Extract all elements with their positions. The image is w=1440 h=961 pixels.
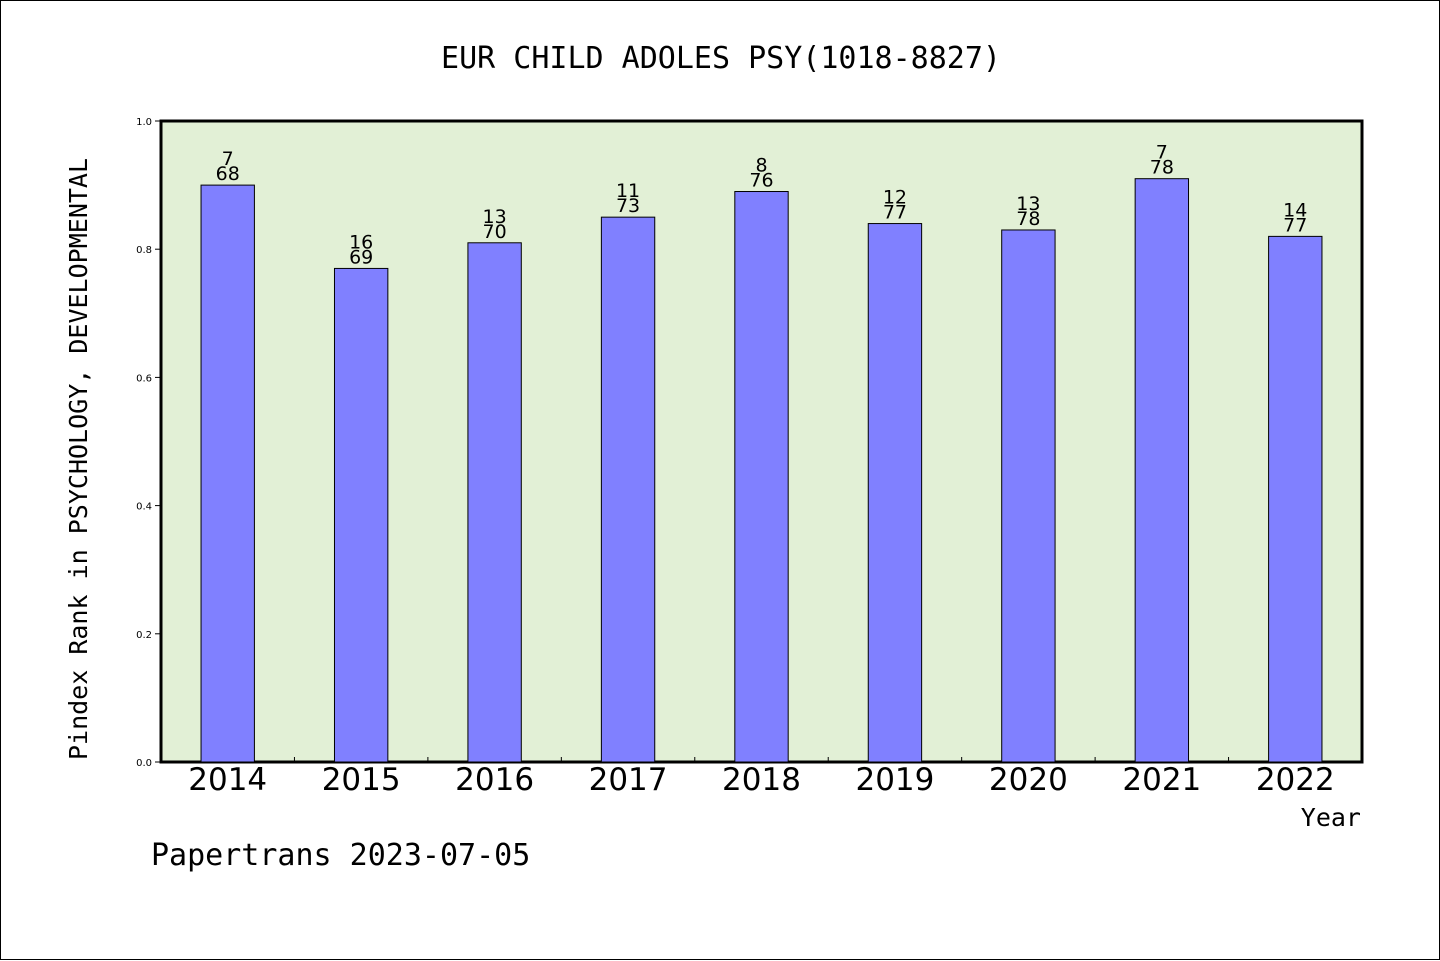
bars-group <box>200 178 1323 763</box>
bar-rank-label-2022: 14 <box>1283 199 1307 221</box>
chart-title: EUR CHILD ADOLES PSY(1018-8827) <box>441 41 1001 76</box>
bar-count-label-2022: 77 <box>1283 214 1307 236</box>
bar-2015 <box>333 267 389 763</box>
y-tick-label: 1.0 <box>136 117 152 128</box>
bar-2018 <box>734 191 789 763</box>
y-axis: 0.0 0.2 0.4 0.6 0.8 1.0 <box>136 117 161 769</box>
bar-count-label-2017: 73 <box>616 195 640 217</box>
y-axis-label: Pindex Rank in PSYCHOLOGY, DEVELOPMENTAL <box>64 158 93 760</box>
bar-count-label-2019: 77 <box>883 202 907 224</box>
bar-rank-label-2014: 7 <box>222 148 234 170</box>
bar-2020 <box>1001 229 1056 763</box>
bar-rank-label-2016: 13 <box>483 206 507 228</box>
y-tick-label: 0.4 <box>136 502 152 513</box>
bar-2017 <box>600 216 656 763</box>
x-tick-label-2017: 2017 <box>589 762 668 798</box>
y-tick-label: 0.6 <box>136 373 152 384</box>
bar-count-label-2015: 69 <box>349 246 373 268</box>
y-tick-label: 0.0 <box>136 758 152 769</box>
bar-rank-label-2020: 13 <box>1016 193 1040 215</box>
bar-2019 <box>867 223 923 763</box>
bar-rank-label-2017: 11 <box>616 180 640 202</box>
y-tick-label: 0.2 <box>136 630 152 641</box>
x-tick-label-2019: 2019 <box>855 762 934 798</box>
x-tick-label-2016: 2016 <box>455 762 534 798</box>
bar-2022 <box>1268 235 1323 763</box>
x-tick-label-2020: 2020 <box>989 762 1068 798</box>
bar-rank-label-2018: 8 <box>755 155 767 177</box>
bar-rank-label-2019: 12 <box>883 187 907 209</box>
bar-2016 <box>467 242 522 763</box>
bar-count-label-2016: 70 <box>483 221 507 243</box>
bar-rank-label-2015: 16 <box>349 231 373 253</box>
x-tick-label-2014: 2014 <box>188 762 267 798</box>
bar-count-label-2018: 76 <box>749 170 773 192</box>
bar-rank-label-2021: 7 <box>1156 142 1168 164</box>
footer-credit: Papertrans 2023-07-05 <box>151 838 530 873</box>
x-axis-label: Year <box>1301 803 1361 832</box>
y-tick-label: 0.8 <box>136 245 152 256</box>
x-tick-label-2018: 2018 <box>722 762 801 798</box>
x-axis: 2014 2015 2016 2017 2018 2019 2020 2021 2022 <box>188 757 1335 798</box>
bar-count-label-2020: 78 <box>1016 208 1040 230</box>
bar-2014 <box>200 184 255 763</box>
x-tick-label-2022: 2022 <box>1256 762 1335 798</box>
bar-count-label-2021: 78 <box>1150 157 1174 179</box>
bar-2021 <box>1134 178 1190 763</box>
x-tick-label-2021: 2021 <box>1122 762 1201 798</box>
x-tick-label-2015: 2015 <box>322 762 401 798</box>
bar-count-label-2014: 68 <box>216 163 240 185</box>
